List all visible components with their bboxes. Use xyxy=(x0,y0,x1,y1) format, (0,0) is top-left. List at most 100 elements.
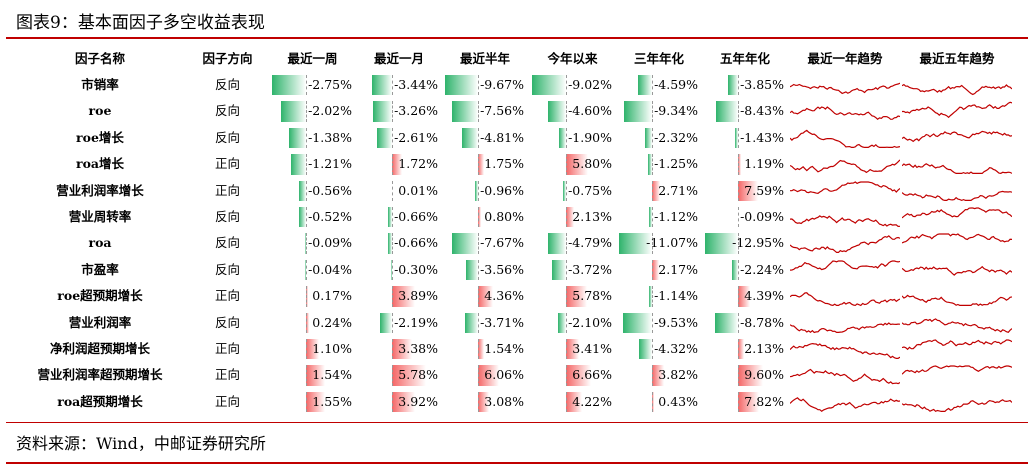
bar-axis xyxy=(305,101,307,122)
value-label: -8.43% xyxy=(740,103,784,119)
bar-axis xyxy=(738,101,740,122)
value-label: -4.81% xyxy=(480,129,524,145)
factor-direction: 反向 xyxy=(214,209,240,224)
bar-axis xyxy=(392,391,394,413)
column-header: 三年年化 xyxy=(633,51,684,66)
sparkline-path xyxy=(902,398,1012,412)
sparkline xyxy=(902,294,1012,307)
data-bar xyxy=(377,127,393,149)
value-label: -0.09% xyxy=(740,209,784,224)
bar-axis xyxy=(565,339,567,360)
value-label: -3.72% xyxy=(568,261,612,277)
data-bar xyxy=(738,391,759,413)
value-label: -3.56% xyxy=(480,261,524,277)
bar-axis xyxy=(392,180,394,201)
data-bar xyxy=(565,286,588,307)
bar-axis xyxy=(478,154,480,175)
factor-name: 营业利润率增长 xyxy=(56,182,144,198)
data-bar xyxy=(390,259,393,281)
value-label: -2.19% xyxy=(394,314,438,330)
data-bar xyxy=(732,259,739,281)
value-label: -2.10% xyxy=(568,314,612,330)
bar-axis xyxy=(738,365,740,386)
data-bar xyxy=(288,127,306,149)
sparkline-path xyxy=(790,129,900,148)
bar-axis xyxy=(652,312,654,333)
value-label: 1.54% xyxy=(484,341,524,356)
value-label: 2.13% xyxy=(744,341,784,356)
data-bar xyxy=(565,391,582,413)
value-label: -4.60% xyxy=(568,103,612,119)
data-bar xyxy=(716,101,739,122)
sparkline-path xyxy=(790,260,900,271)
value-label: -0.52% xyxy=(308,209,352,224)
value-label: -2.32% xyxy=(654,129,698,145)
data-bar xyxy=(652,365,664,386)
sparkline-path xyxy=(902,207,1012,219)
bar-axis xyxy=(565,207,567,228)
column-header: 最近五年趋势 xyxy=(919,51,995,66)
sparkline-path xyxy=(902,190,1012,201)
bar-axis xyxy=(565,233,567,254)
value-label: -3.71% xyxy=(480,314,524,330)
data-bar xyxy=(305,286,308,307)
data-bar xyxy=(565,207,574,228)
factor-direction: 正向 xyxy=(214,393,240,409)
bar-axis xyxy=(478,101,480,122)
data-bar xyxy=(271,75,306,96)
bar-axis xyxy=(478,127,480,149)
value-label: 2.17% xyxy=(658,261,698,277)
data-bar xyxy=(738,339,744,360)
bar-axis xyxy=(738,127,740,149)
column-header: 最近半年 xyxy=(459,51,510,66)
bar-axis xyxy=(565,286,567,307)
bar-axis xyxy=(305,286,307,307)
bar-axis xyxy=(305,312,307,333)
data-bar xyxy=(461,127,479,149)
value-label: 0.24% xyxy=(312,314,352,330)
value-label: 2.71% xyxy=(658,182,698,198)
value-label: 6.06% xyxy=(484,367,524,383)
value-label: 4.22% xyxy=(572,393,612,409)
factor-name: 营业利润率超预期增长 xyxy=(37,367,163,383)
data-bar xyxy=(280,101,306,122)
bar-axis xyxy=(478,75,480,96)
factor-direction: 正向 xyxy=(214,156,240,172)
data-bar xyxy=(305,339,320,360)
bar-axis xyxy=(565,154,567,175)
sparkline-path xyxy=(902,294,1012,307)
data-bar xyxy=(734,127,739,149)
data-bar xyxy=(565,365,591,386)
bar-axis xyxy=(478,259,480,281)
data-bar xyxy=(565,339,579,360)
bar-axis xyxy=(478,339,480,360)
bar-axis xyxy=(478,365,480,386)
sparkline xyxy=(902,163,1012,175)
bar-axis xyxy=(652,339,654,360)
rule xyxy=(6,462,1028,464)
sparkline xyxy=(902,233,1012,244)
data-bar xyxy=(478,391,489,413)
bar-axis xyxy=(738,391,740,413)
data-bar xyxy=(465,259,479,281)
bar-axis xyxy=(652,180,654,201)
bar-axis xyxy=(738,207,740,228)
rule xyxy=(6,37,1028,39)
data-bar xyxy=(305,365,325,386)
factor-name: roa xyxy=(88,235,112,251)
factor-direction: 反向 xyxy=(214,129,240,145)
sparkline xyxy=(790,180,900,194)
value-label: -0.30% xyxy=(394,261,438,277)
factor-name: 市盈率 xyxy=(81,261,119,277)
bar-axis xyxy=(652,207,654,228)
data-bar xyxy=(738,180,758,201)
factor-direction: 正向 xyxy=(214,182,240,198)
sparkline xyxy=(790,342,900,359)
data-bar xyxy=(639,339,653,360)
value-label: -0.75% xyxy=(568,182,612,198)
factor-name: roa超预期增长 xyxy=(57,393,143,409)
sparkline xyxy=(790,260,900,271)
sparkline-path xyxy=(902,365,1012,376)
data-bar xyxy=(478,154,485,175)
data-bar xyxy=(623,101,653,122)
